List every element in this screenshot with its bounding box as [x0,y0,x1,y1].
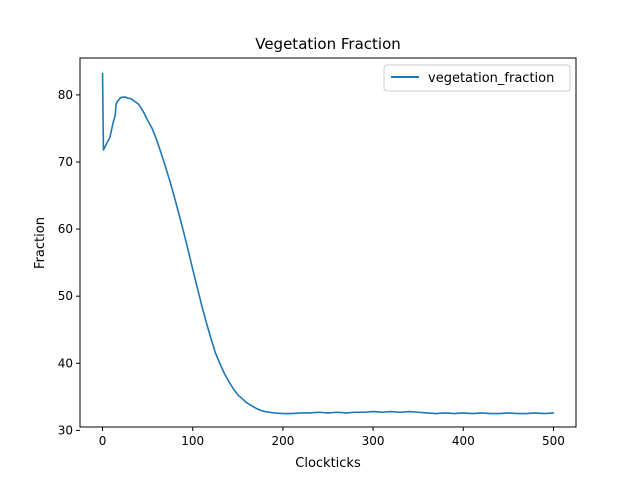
axes-frame [79,57,577,428]
y-tick-label: 40 [58,356,73,370]
legend-label: vegetation_fraction [428,71,554,86]
y-tick-label: 30 [58,423,73,437]
chart-title: Vegetation Fraction [255,35,401,53]
y-axis: 30 40 50 60 70 80 [58,88,80,437]
plot-area [79,57,577,428]
y-tick-label: 80 [58,88,73,102]
x-axis-label: Clockticks [295,456,361,471]
x-tick-label: 300 [362,434,385,448]
y-axis-label: Fraction [33,217,48,269]
legend: vegetation_fraction [383,64,571,92]
series-line-vegetation_fraction [101,72,555,415]
x-tick-label: 100 [181,434,204,448]
x-tick-label: 200 [271,434,294,448]
y-tick-label: 50 [58,289,73,303]
x-tick-label: 500 [542,434,565,448]
x-tick-label: 400 [452,434,475,448]
x-axis: 0 100 200 300 400 500 [99,427,565,448]
series-layer [101,72,555,415]
y-tick-label: 60 [58,222,73,236]
legend-box [383,64,571,92]
y-tick-label: 70 [58,155,73,169]
x-tick-label: 0 [99,434,107,448]
